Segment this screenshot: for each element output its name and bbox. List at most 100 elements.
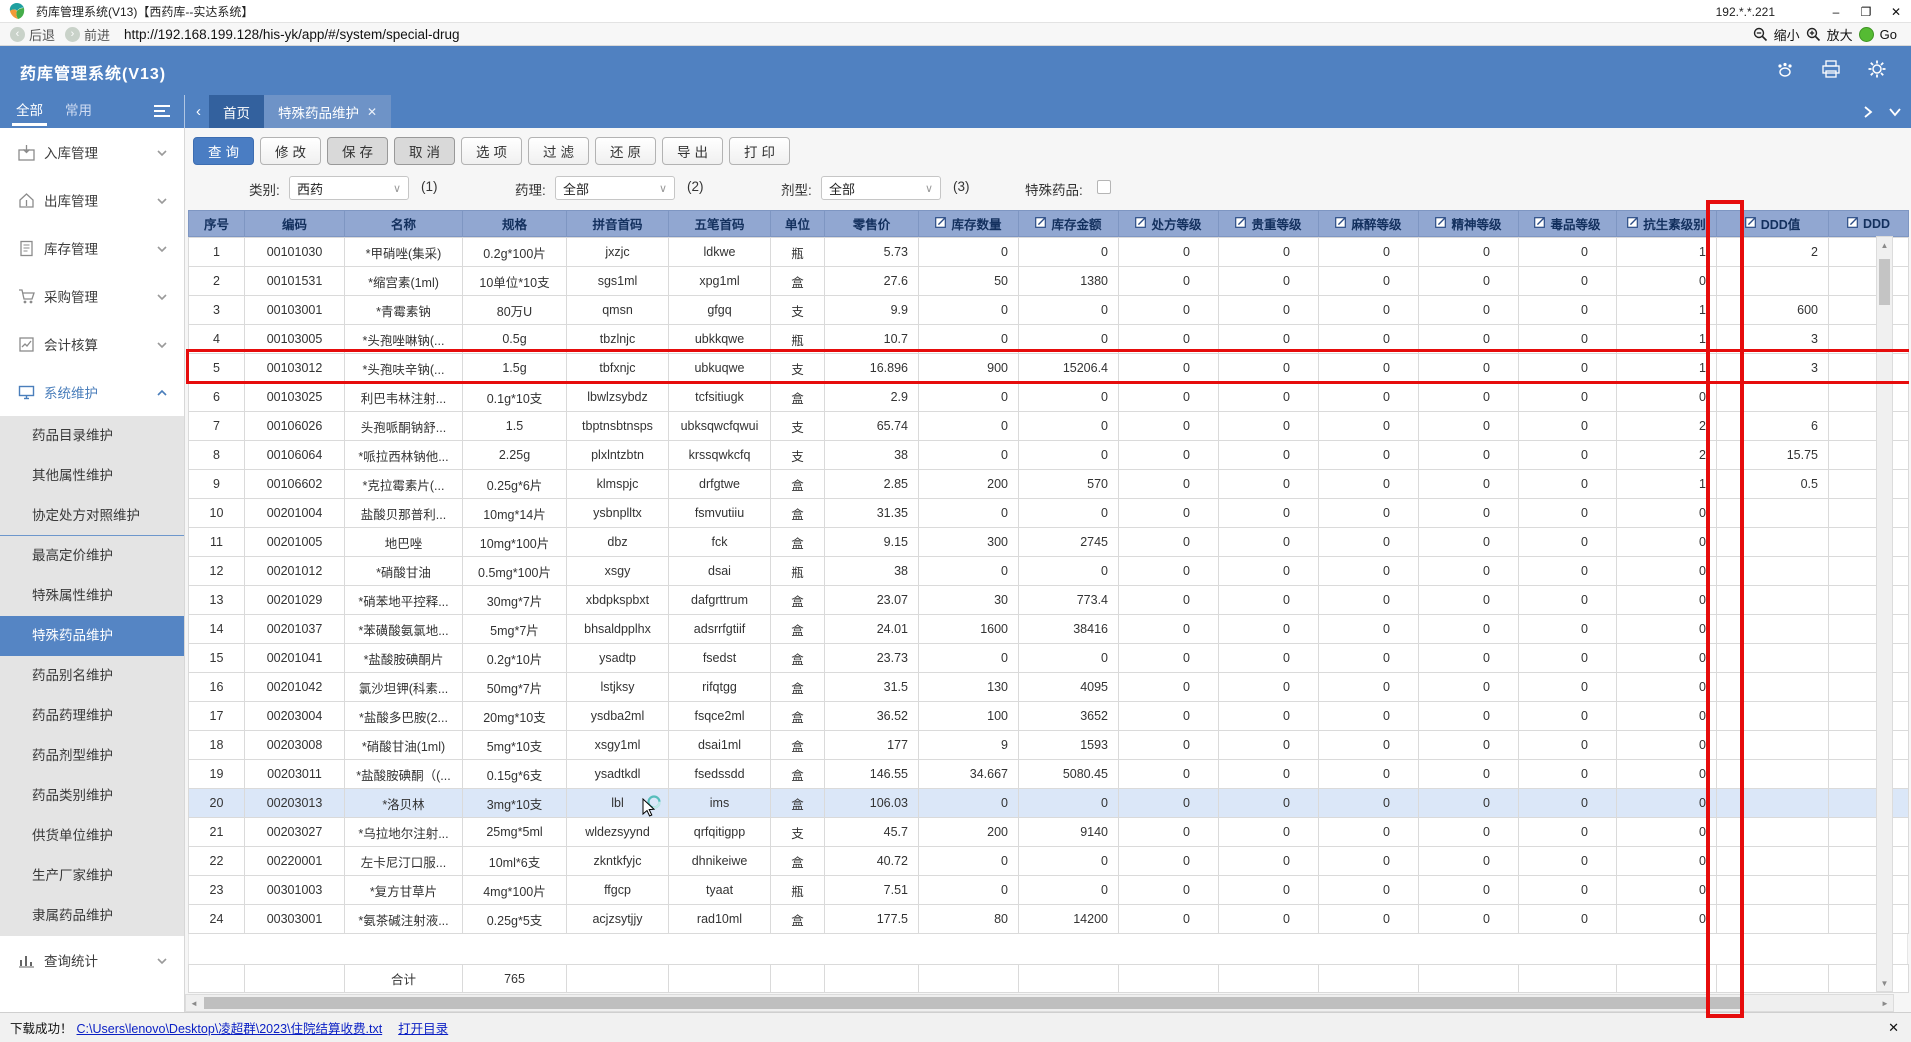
go-button[interactable]: Go [1879, 27, 1897, 42]
sidebar-item-采购管理[interactable]: 采购管理 [0, 272, 184, 320]
cell-麻醉等级[interactable]: 0 [1318, 585, 1419, 615]
cell-库存金额[interactable]: 9140 [1018, 817, 1119, 847]
cell-精神等级[interactable]: 0 [1418, 266, 1519, 296]
table-row[interactable]: 2 00101531 *缩宫素(1ml) 10单位*10支 sgs1ml xpg1ml 盒 2… [188, 266, 1909, 296]
cell-DDD值[interactable] [1716, 382, 1829, 412]
cell-毒品等级[interactable]: 0 [1518, 614, 1617, 644]
dosage-select[interactable]: 全部 ∨ [821, 176, 941, 200]
forward-button[interactable]: › 前进 [65, 25, 110, 44]
cell-库存金额[interactable]: 0 [1018, 440, 1119, 470]
cell-麻醉等级[interactable]: 0 [1318, 469, 1419, 499]
cell-精神等级[interactable]: 0 [1418, 353, 1519, 383]
cell-DDD值[interactable] [1716, 672, 1829, 702]
cell-麻醉等级[interactable]: 0 [1318, 237, 1419, 267]
sidebar-subitem-其他属性维护[interactable]: 其他属性维护 [32, 468, 113, 483]
cell-贵重等级[interactable]: 0 [1218, 324, 1319, 354]
cell-库存数量[interactable]: 0 [918, 295, 1019, 325]
toolbar-button-查询[interactable]: 查询 [193, 137, 254, 165]
cell-DDD[interactable] [1828, 556, 1909, 586]
cell-抗生素级别[interactable]: 0 [1616, 846, 1717, 876]
cell-库存数量[interactable]: 0 [918, 382, 1019, 412]
cell-处方等级[interactable]: 0 [1118, 875, 1219, 905]
zoom-in-icon[interactable] [1806, 27, 1821, 42]
cell-毒品等级[interactable]: 0 [1518, 527, 1617, 557]
cell-毒品等级[interactable]: 0 [1518, 411, 1617, 441]
cell-麻醉等级[interactable]: 0 [1318, 730, 1419, 760]
cell-DDD[interactable] [1828, 904, 1909, 934]
cell-麻醉等级[interactable]: 0 [1318, 643, 1419, 673]
cell-库存数量[interactable]: 30 [918, 585, 1019, 615]
column-header-毒品等级[interactable]: 毒品等级 [1518, 210, 1617, 237]
table-row[interactable]: 13 00201029 *硝苯地平控释... 30mg*7片 xbdpkspbxt daf… [188, 585, 1909, 615]
cell-精神等级[interactable]: 0 [1418, 672, 1519, 702]
cell-精神等级[interactable]: 0 [1418, 237, 1519, 267]
cell-毒品等级[interactable]: 0 [1518, 643, 1617, 673]
cell-麻醉等级[interactable]: 0 [1318, 672, 1419, 702]
cell-精神等级[interactable]: 0 [1418, 498, 1519, 528]
cell-处方等级[interactable]: 0 [1118, 643, 1219, 673]
column-header-五笔首码[interactable]: 五笔首码 [668, 210, 771, 237]
cell-贵重等级[interactable]: 0 [1218, 875, 1319, 905]
cell-DDD[interactable] [1828, 382, 1909, 412]
open-directory-link[interactable]: 打开目录 [398, 1022, 449, 1036]
cell-库存数量[interactable]: 34.667 [918, 759, 1019, 789]
cell-DDD值[interactable]: 600 [1716, 295, 1829, 325]
table-row[interactable]: 14 00201037 *苯磺酸氨氯地... 5mg*7片 bhsaldpplhx ads… [188, 614, 1909, 644]
sidebar-subitem-药品剂型维护[interactable]: 药品剂型维护 [32, 748, 113, 763]
toolbar-button-打印[interactable]: 打印 [729, 137, 790, 165]
table-row[interactable]: 12 00201012 *硝酸甘油 0.5mg*100片 xsgy dsai 瓶 38 0 0 0 0… [188, 556, 1909, 586]
minimize-button[interactable]: – [1832, 4, 1840, 19]
cell-DDD[interactable] [1828, 353, 1909, 383]
table-row[interactable]: 6 00103025 利巴韦林注射... 0.1g*10支 lbwlzsybdz tcfs… [188, 382, 1909, 412]
cell-DDD[interactable] [1828, 759, 1909, 789]
column-header-DDD[interactable]: DDD [1828, 210, 1909, 237]
cell-抗生素级别[interactable]: 0 [1616, 672, 1717, 702]
table-row[interactable]: 24 00303001 *氨茶碱注射液... 0.25g*5支 acjzsytjjy ra… [188, 904, 1909, 934]
cell-毒品等级[interactable]: 0 [1518, 788, 1617, 818]
cell-库存金额[interactable]: 0 [1018, 498, 1119, 528]
cell-DDD[interactable] [1828, 875, 1909, 905]
cell-抗生素级别[interactable]: 0 [1616, 788, 1717, 818]
cell-库存金额[interactable]: 0 [1018, 237, 1119, 267]
cell-DDD[interactable] [1828, 585, 1909, 615]
table-row[interactable]: 5 00103012 *头孢呋辛钠(... 1.5g tbfxnjc ubkuqwe 支 16… [188, 353, 1909, 383]
cell-库存金额[interactable]: 1380 [1018, 266, 1119, 296]
cell-库存数量[interactable]: 9 [918, 730, 1019, 760]
cell-麻醉等级[interactable]: 0 [1318, 498, 1419, 528]
cell-毒品等级[interactable]: 0 [1518, 817, 1617, 847]
downloaded-file-link[interactable]: C:\Users\lenovo\Desktop\凌超群\2023\住院结算收费.… [76, 1022, 383, 1036]
zoom-out-icon[interactable] [1753, 27, 1768, 42]
cell-精神等级[interactable]: 0 [1418, 817, 1519, 847]
toolbar-button-修改[interactable]: 修改 [260, 137, 321, 165]
cell-DDD[interactable] [1828, 788, 1909, 818]
cell-DDD值[interactable] [1716, 614, 1829, 644]
table-row[interactable]: 4 00103005 *头孢唑啉钠(... 0.5g tbzlnjc ubkkqwe 瓶 10… [188, 324, 1909, 354]
column-header-名称[interactable]: 名称 [344, 210, 463, 237]
cell-DDD值[interactable]: 15.75 [1716, 440, 1829, 470]
cell-库存金额[interactable]: 38416 [1018, 614, 1119, 644]
cell-麻醉等级[interactable]: 0 [1318, 875, 1419, 905]
table-row[interactable]: 21 00203027 *乌拉地尔注射... 25mg*5ml wldezsyynd qr… [188, 817, 1909, 847]
column-header-零售价[interactable]: 零售价 [824, 210, 919, 237]
sidebar-subitem-药品药理维护[interactable]: 药品药理维护 [32, 708, 113, 723]
cell-库存数量[interactable]: 300 [918, 527, 1019, 557]
cell-DDD[interactable] [1828, 614, 1909, 644]
cell-DDD值[interactable] [1716, 788, 1829, 818]
cell-DDD值[interactable] [1716, 875, 1829, 905]
cell-抗生素级别[interactable]: 0 [1616, 382, 1717, 412]
cell-处方等级[interactable]: 0 [1118, 266, 1219, 296]
cell-麻醉等级[interactable]: 0 [1318, 701, 1419, 731]
cell-抗生素级别[interactable]: 0 [1616, 817, 1717, 847]
table-row[interactable]: 18 00203008 *硝酸甘油(1ml) 5mg*10支 xsgy1ml dsai1m… [188, 730, 1909, 760]
sidebar-subitem-药品目录维护[interactable]: 药品目录维护 [32, 428, 113, 443]
cell-DDD值[interactable]: 6 [1716, 411, 1829, 441]
cell-库存金额[interactable]: 1593 [1018, 730, 1119, 760]
cell-麻醉等级[interactable]: 0 [1318, 266, 1419, 296]
cell-抗生素级别[interactable]: 0 [1616, 759, 1717, 789]
column-header-库存金额[interactable]: 库存金额 [1018, 210, 1119, 237]
cell-麻醉等级[interactable]: 0 [1318, 324, 1419, 354]
cell-精神等级[interactable]: 0 [1418, 875, 1519, 905]
cell-贵重等级[interactable]: 0 [1218, 411, 1319, 441]
cell-贵重等级[interactable]: 0 [1218, 817, 1319, 847]
cell-贵重等级[interactable]: 0 [1218, 469, 1319, 499]
